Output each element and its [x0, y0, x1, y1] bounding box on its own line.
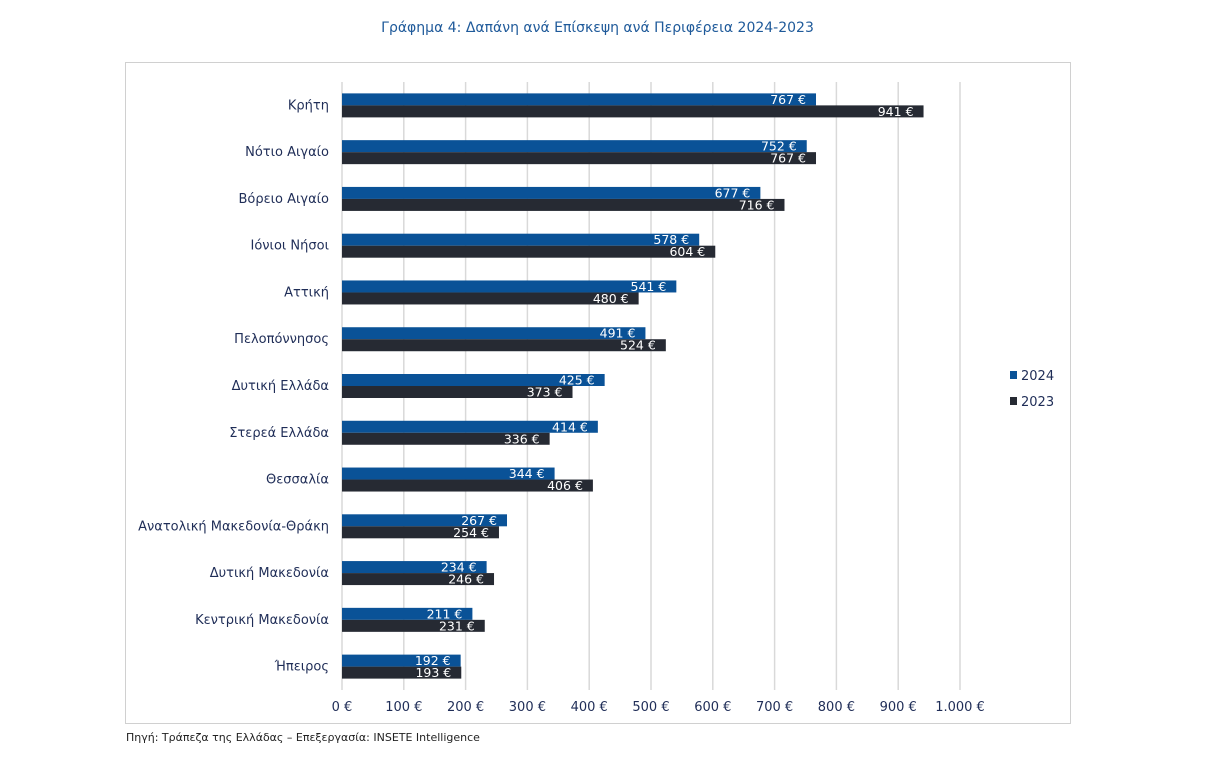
bar-2024: [342, 186, 761, 199]
bar-2024: [342, 327, 646, 340]
bar-2023: [342, 666, 462, 679]
category-label: Ιόνιοι Νήσοι: [251, 239, 330, 254]
legend-swatch-2023: [1010, 397, 1017, 405]
bar-2024: [342, 420, 598, 433]
bar-value-label: 336 €: [504, 431, 540, 446]
x-tick-label: 1.000 €: [935, 700, 985, 715]
bar-2023: [342, 432, 550, 445]
bar-2024: [342, 654, 461, 667]
category-label: Πελοπόννησος: [234, 332, 329, 347]
bar-value-label: 524 €: [620, 338, 656, 353]
x-tick-label: 900 €: [880, 700, 917, 715]
bar-value-label: 752 €: [761, 139, 797, 154]
bar-value-label: 767 €: [770, 151, 806, 166]
bar-2024: [342, 607, 473, 620]
x-tick-label: 300 €: [509, 700, 546, 715]
category-label: Αττική: [284, 285, 329, 300]
category-label: Βόρειο Αιγαίο: [238, 192, 329, 207]
bar-value-label: 267 €: [461, 513, 497, 528]
category-label: Δυτική Μακεδονία: [210, 566, 329, 581]
x-tick-label: 700 €: [756, 700, 793, 715]
legend-label-2024: 2024: [1021, 369, 1054, 384]
category-label: Δυτική Ελλάδα: [232, 379, 329, 394]
category-label: Θεσσαλία: [266, 473, 329, 488]
category-label: Κρήτη: [288, 98, 329, 113]
bar-value-label: 541 €: [631, 279, 667, 294]
bar-value-label: 192 €: [415, 653, 451, 668]
bar-2023: [342, 386, 573, 398]
bar-2023: [342, 152, 817, 165]
bar-2024: [342, 374, 605, 386]
bar-2023: [342, 245, 716, 258]
bar-2023: [342, 526, 499, 539]
bar-2024: [342, 233, 700, 246]
chart-title: Γράφημα 4: Δαπάνη ανά Επίσκεψη ανά Περιφ…: [381, 20, 814, 36]
category-label: Ανατολική Μακεδονία-Θράκη: [138, 519, 329, 534]
x-tick-label: 500 €: [632, 700, 669, 715]
x-tick-label: 200 €: [447, 700, 484, 715]
bar-value-label: 231 €: [439, 618, 475, 633]
bar-2023: [342, 479, 593, 492]
x-tick-label: 600 €: [694, 700, 731, 715]
bar-value-label: 246 €: [448, 572, 484, 587]
bar-value-label: 254 €: [453, 525, 489, 540]
legend-label-2023: 2023: [1021, 395, 1054, 410]
bar-value-label: 491 €: [600, 326, 636, 341]
x-tick-label: 800 €: [818, 700, 855, 715]
bar-value-label: 344 €: [509, 466, 545, 481]
bar-2023: [342, 619, 485, 632]
bar-value-label: 677 €: [715, 185, 751, 200]
bar-value-label: 767 €: [770, 92, 806, 107]
chart-frame: [125, 62, 1071, 724]
bar-2023: [342, 292, 639, 305]
x-tick-label: 100 €: [385, 700, 422, 715]
bar-value-label: 604 €: [669, 244, 705, 259]
legend-swatch-2024: [1010, 371, 1017, 379]
source-note: Πηγή: Τράπεζα της Ελλάδας – Επεξεργασία:…: [126, 731, 480, 744]
bar-2024: [342, 561, 487, 574]
bar-value-label: 941 €: [878, 104, 914, 119]
bar-2024: [342, 140, 807, 153]
category-label: Στερεά Ελλάδα: [229, 426, 329, 441]
category-label: Κεντρική Μακεδονία: [195, 613, 329, 628]
bar-2023: [342, 573, 495, 586]
bar-value-label: 480 €: [593, 291, 629, 306]
bar-2024: [342, 93, 817, 106]
x-tick-label: 0 €: [332, 700, 353, 715]
bar-value-label: 425 €: [559, 373, 595, 388]
bar-value-label: 716 €: [739, 197, 775, 212]
bar-value-label: 373 €: [527, 385, 563, 400]
bar-2024: [342, 280, 677, 293]
x-tick-label: 400 €: [571, 700, 608, 715]
bar-2023: [342, 339, 666, 352]
bar-value-label: 211 €: [427, 606, 463, 621]
bar-2023: [342, 105, 924, 118]
bar-value-label: 414 €: [552, 419, 588, 434]
bar-value-label: 234 €: [441, 560, 477, 575]
bar-2024: [342, 467, 555, 480]
category-label: Νότιο Αιγαίο: [245, 145, 329, 160]
bar-2023: [342, 198, 785, 211]
bar-value-label: 578 €: [653, 232, 689, 247]
bar-value-label: 406 €: [547, 478, 583, 493]
bar-value-label: 193 €: [415, 665, 451, 680]
bar-2024: [342, 514, 508, 527]
category-label: Ήπειρος: [274, 660, 329, 675]
